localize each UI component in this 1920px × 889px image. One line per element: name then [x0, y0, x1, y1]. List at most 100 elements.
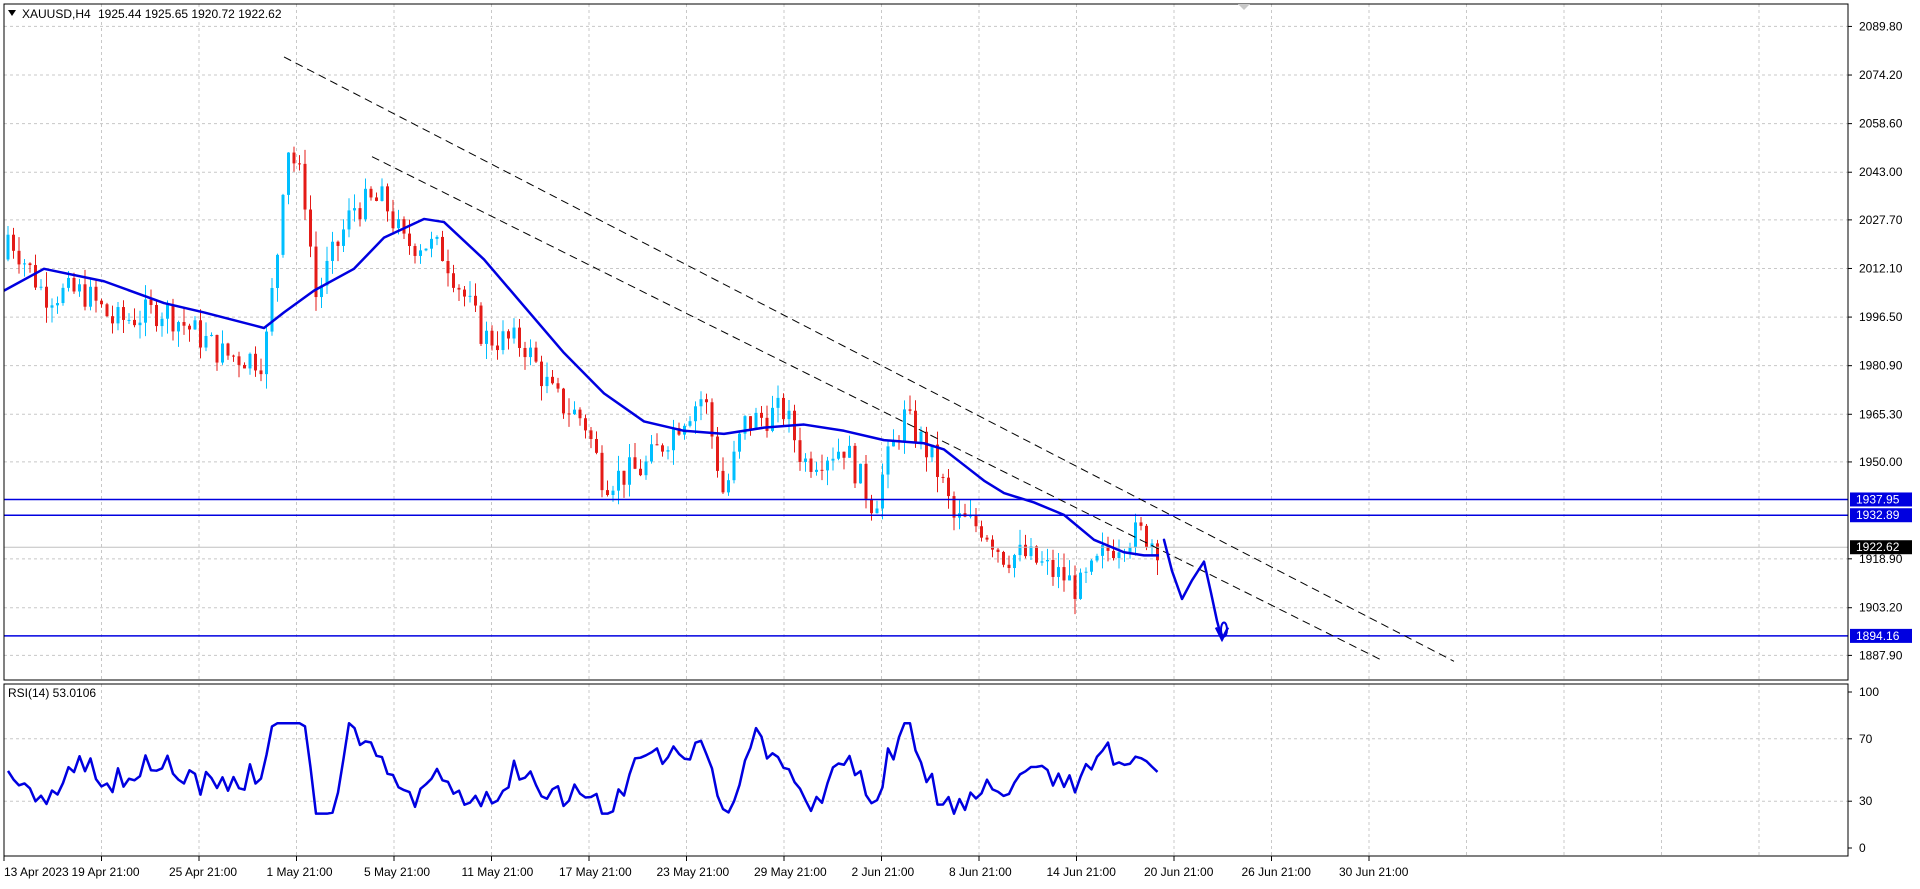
candle-body [743, 416, 747, 434]
candle-body [1068, 575, 1071, 581]
time-tick-label: 8 Jun 21:00 [949, 865, 1012, 879]
candle-body [1073, 575, 1077, 599]
price-tick-label: 2089.80 [1859, 19, 1903, 33]
candle-body [512, 327, 516, 339]
candle-body [160, 318, 164, 327]
price-tick-label: 1887.90 [1859, 648, 1903, 662]
time-tick-label: 20 Jun 21:00 [1144, 865, 1214, 879]
rsi-tick-label: 100 [1859, 685, 1879, 699]
price-axis[interactable]: 2089.80 2074.20 2058.60 2043.00 2027.70 2012.… [1848, 19, 1912, 855]
time-axis[interactable]: 13 Apr 2023 19 Apr 21:00 25 Apr 21:00 1 May… [3, 856, 1409, 879]
candle-body [650, 444, 653, 462]
time-tick-label: 11 May 21:00 [462, 865, 534, 879]
candle-body [573, 409, 576, 415]
candle-body [716, 436, 719, 471]
candle-body [1051, 560, 1055, 577]
candle-body [89, 286, 92, 307]
candle-body [347, 210, 351, 230]
candle-body [199, 320, 202, 348]
price-tick-label: 1903.20 [1859, 601, 1903, 615]
candle-body [639, 468, 642, 476]
candle-body [644, 461, 648, 476]
candle-body [265, 331, 268, 375]
candle-body [754, 412, 758, 429]
candle-body [215, 334, 219, 363]
shift-marker-icon[interactable] [1238, 4, 1250, 10]
candle-body [864, 463, 868, 499]
candle-body [892, 440, 895, 447]
candle-body [705, 399, 708, 403]
candle-body [1046, 560, 1049, 562]
candle-body [798, 440, 802, 462]
time-tick-label: 14 Jun 21:00 [1047, 865, 1117, 879]
candle-body [67, 277, 70, 288]
candle-body [600, 452, 604, 491]
candle-body [12, 234, 15, 251]
candle-body [369, 188, 373, 198]
candle-body [1134, 522, 1137, 548]
candle-body [980, 526, 983, 538]
candle-body [325, 260, 329, 286]
candle-body [353, 208, 356, 211]
candle-body [292, 152, 296, 164]
time-tick-label: 30 Jun 21:00 [1339, 865, 1409, 879]
candle-body [1013, 555, 1016, 569]
candle-body [276, 254, 279, 288]
candle-body [782, 397, 785, 420]
candle-body [50, 305, 54, 308]
candle-body [760, 412, 763, 418]
level-price-label: 1932.89 [1856, 508, 1900, 522]
candle-body [881, 474, 884, 509]
candle-body [776, 397, 780, 408]
candle-body [138, 322, 142, 326]
candle-body [908, 409, 912, 411]
candle-body [204, 335, 208, 348]
candle-body [1057, 567, 1060, 577]
candle-body [496, 345, 499, 351]
rsi-tick-label: 0 [1859, 841, 1866, 855]
price-tick-label: 1918.90 [1859, 552, 1903, 566]
time-tick-label: 29 May 21:00 [754, 865, 827, 879]
candle-body [1029, 546, 1033, 557]
candle-body [622, 470, 626, 485]
candle-body [457, 287, 461, 290]
candle-body [364, 188, 367, 220]
candle-body [837, 451, 840, 459]
candle-body [749, 416, 752, 429]
candle-body [1156, 543, 1159, 561]
candle-body [655, 444, 659, 446]
candle-body [1040, 561, 1044, 563]
candle-body [886, 446, 890, 475]
candle-body [468, 295, 472, 297]
candle-body [17, 250, 21, 265]
candle-body [177, 322, 180, 332]
candle-body [540, 361, 543, 387]
candle-body [309, 209, 312, 247]
level-price-tag [1850, 628, 1912, 643]
candle-body [111, 316, 114, 324]
candle-body [193, 320, 197, 330]
level-price-tag [1850, 508, 1912, 523]
chevron-down-icon[interactable] [8, 10, 16, 16]
candle-body [116, 307, 120, 324]
candle-body [188, 325, 191, 330]
candle-body [23, 263, 26, 265]
candle-body [1090, 560, 1093, 572]
projection-drawing [1162, 538, 1230, 643]
candle-body [270, 287, 274, 332]
candle-body [237, 356, 241, 365]
candle-body [617, 470, 620, 491]
candle-body [936, 444, 939, 477]
candle-body [633, 457, 637, 469]
candle-body [413, 246, 417, 256]
candle-body [551, 376, 554, 384]
candle-body [859, 463, 862, 484]
candle-body [694, 406, 697, 422]
candle-body [248, 353, 252, 369]
candle-body [474, 295, 477, 306]
candle-body [567, 413, 571, 415]
candle-body [34, 265, 37, 288]
candle-body [606, 490, 609, 495]
